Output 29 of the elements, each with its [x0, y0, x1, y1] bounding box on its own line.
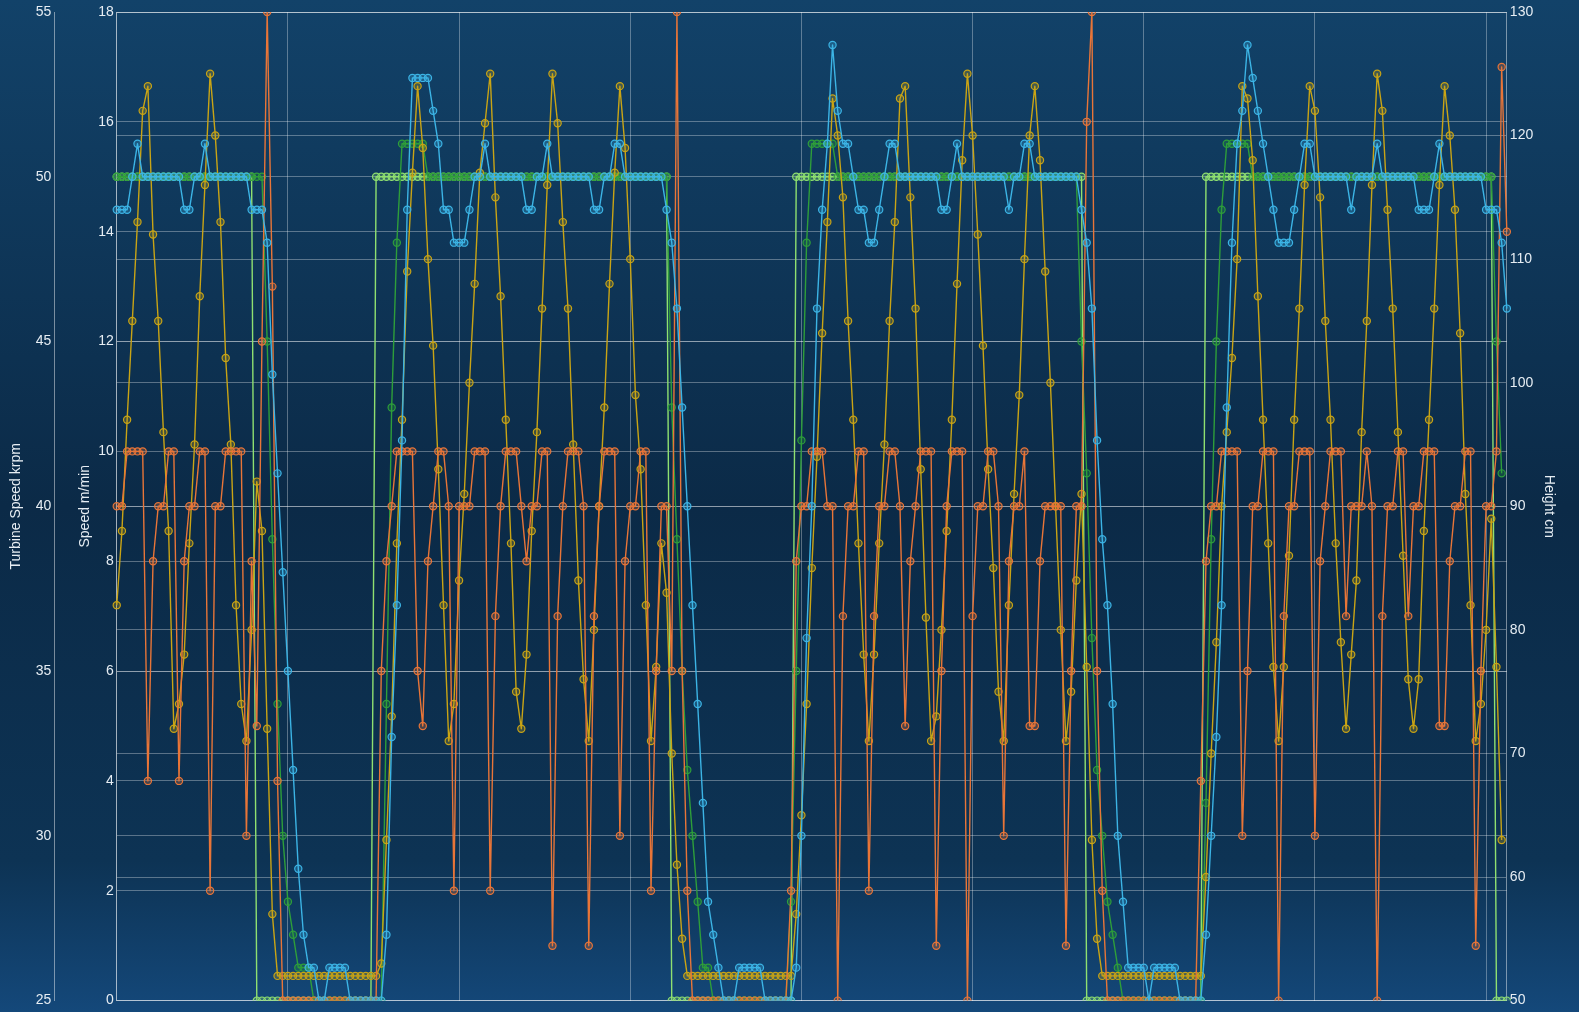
y2-tick-label: 14 — [98, 222, 114, 239]
y3-tick-label: 60 — [1509, 867, 1526, 884]
y3-tick-label: 70 — [1509, 744, 1526, 761]
y-tick-label: 55 — [35, 2, 52, 19]
y3-tick-label: 110 — [1509, 250, 1533, 267]
y-tick-label: 50 — [35, 167, 52, 184]
y3-tick-label: 90 — [1509, 497, 1526, 514]
y2-tick-label: 0 — [105, 991, 114, 1008]
y2-tick-label: 12 — [98, 332, 114, 349]
y2-tick-label: 16 — [98, 112, 114, 129]
y-tick-label: 25 — [35, 991, 52, 1008]
y3-tick-label: 50 — [1509, 991, 1526, 1008]
y2-tick-label: 6 — [105, 661, 114, 678]
y2-tick-label: 2 — [105, 881, 114, 898]
y-axis-title: Turbine Speed krpm — [7, 443, 24, 570]
y-tick-label: 45 — [35, 332, 52, 349]
y-tick-label: 30 — [35, 826, 52, 843]
y-tick-label: 40 — [35, 497, 52, 514]
y3-tick-label: 100 — [1509, 373, 1534, 390]
y3-tick-label: 130 — [1509, 2, 1534, 19]
y2-tick-label: 8 — [105, 552, 114, 569]
y3-tick-label: 120 — [1509, 126, 1534, 143]
y2-tick-label: 4 — [105, 771, 114, 788]
y3-tick-label: 80 — [1509, 620, 1526, 637]
y2-tick-label: 10 — [98, 442, 114, 459]
y2-tick-label: 18 — [98, 2, 114, 19]
y2-axis-title: Speed m/min — [75, 465, 92, 548]
y-tick-label: 35 — [35, 661, 52, 678]
y3-axis-title: Height cm — [1541, 474, 1558, 538]
